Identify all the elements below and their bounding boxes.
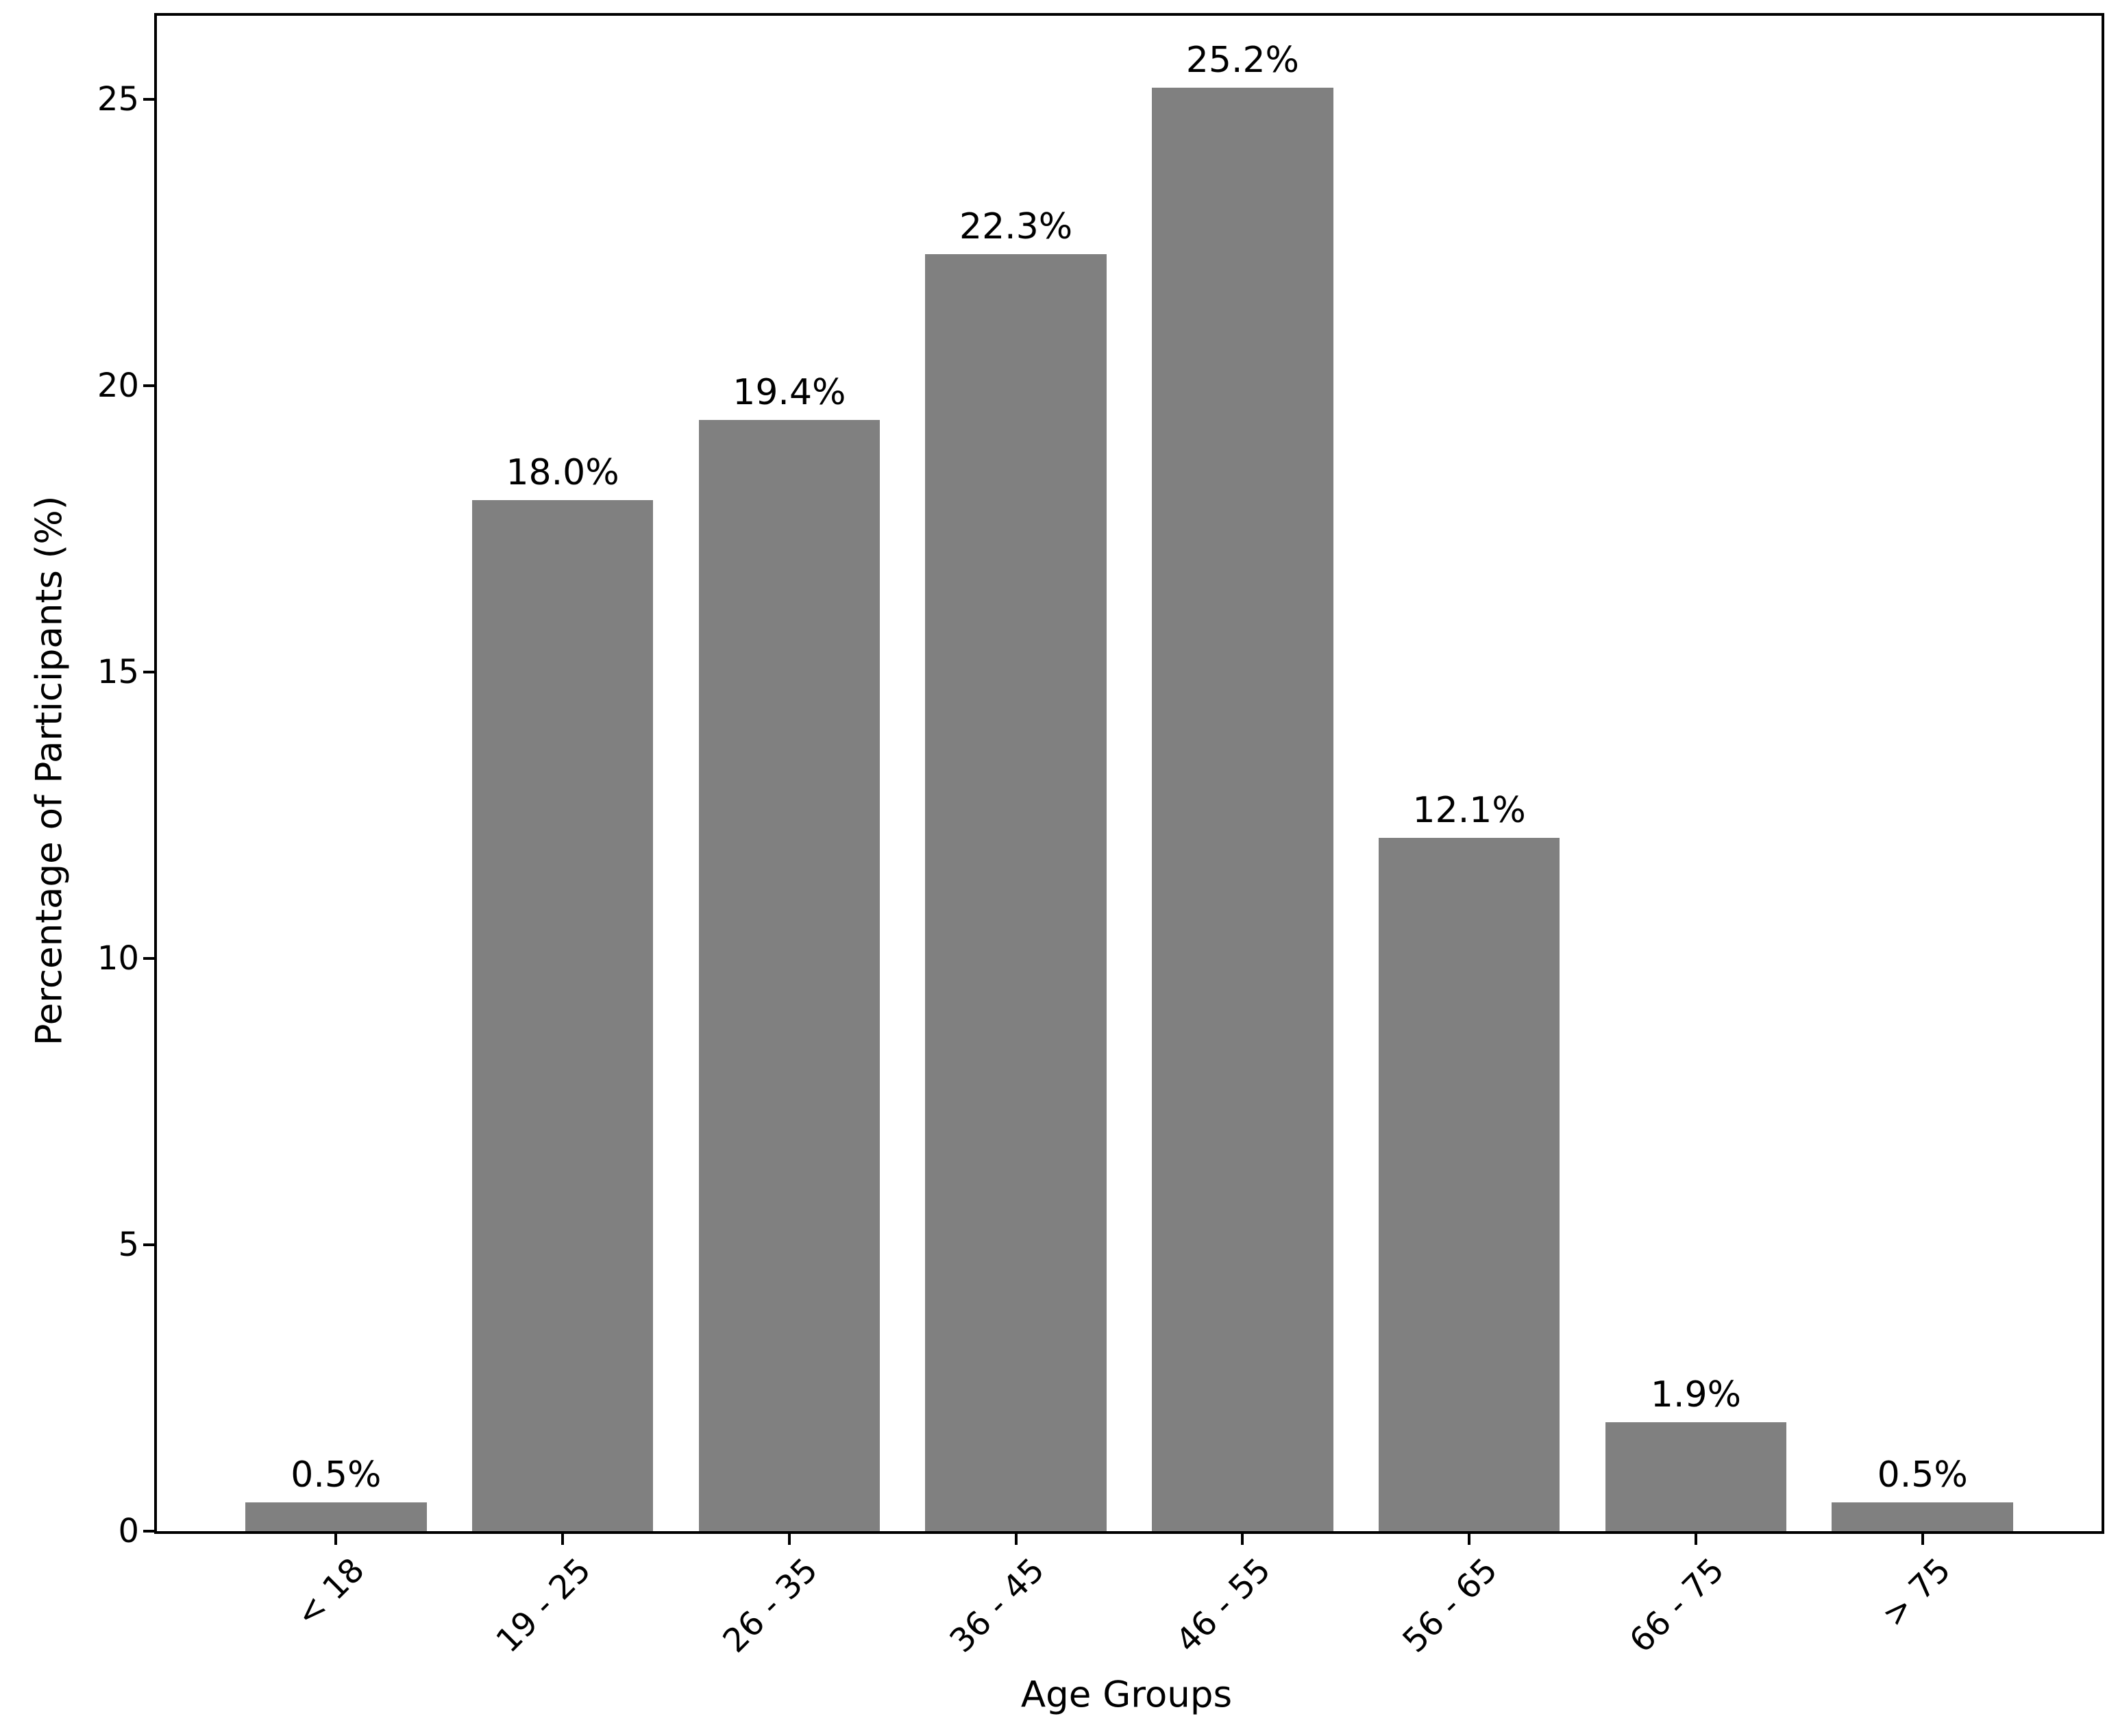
y-tick-label: 10 xyxy=(97,939,139,978)
x-tick-label: 36 - 45 xyxy=(941,1550,1052,1661)
y-tick-mark xyxy=(143,1530,154,1533)
bar xyxy=(1832,1502,2013,1531)
y-tick-label: 25 xyxy=(97,80,139,119)
bar xyxy=(698,420,881,1531)
x-tick-label: > 75 xyxy=(1874,1550,1958,1635)
bar xyxy=(471,500,654,1531)
bar-value-label: 0.5% xyxy=(291,1454,382,1496)
x-tick-label: 46 - 55 xyxy=(1168,1550,1279,1661)
x-tick-mark xyxy=(1014,1534,1018,1545)
y-tick-mark xyxy=(143,98,154,101)
bar-value-label: 25.2% xyxy=(1185,40,1299,82)
y-tick-mark xyxy=(143,384,154,388)
x-axis-title: Age Groups xyxy=(1020,1674,1233,1716)
x-tick-mark xyxy=(787,1534,791,1545)
x-tick-mark xyxy=(334,1534,338,1545)
bar-value-label: 1.9% xyxy=(1650,1374,1741,1416)
x-tick-mark xyxy=(1468,1534,1471,1545)
bar-value-label: 19.4% xyxy=(732,372,846,414)
bar xyxy=(1378,838,1560,1531)
x-tick-mark xyxy=(1921,1534,1924,1545)
x-tick-label: 66 - 75 xyxy=(1622,1550,1732,1661)
y-axis-title: Percentage of Participants (%) xyxy=(28,495,71,1046)
y-tick-mark xyxy=(143,1243,154,1246)
x-tick-label: 56 - 65 xyxy=(1395,1550,1505,1661)
y-tick-label: 5 xyxy=(118,1226,139,1264)
y-tick-mark xyxy=(143,957,154,960)
y-tick-label: 0 xyxy=(118,1512,139,1550)
y-tick-label: 15 xyxy=(97,653,139,692)
y-tick-mark xyxy=(143,671,154,674)
bar-value-label: 0.5% xyxy=(1877,1454,1968,1496)
y-tick-label: 20 xyxy=(97,367,139,406)
bar-value-label: 22.3% xyxy=(959,206,1073,247)
bar-value-label: 12.1% xyxy=(1412,790,1526,832)
x-tick-label: < 18 xyxy=(288,1550,372,1635)
x-tick-label: 26 - 35 xyxy=(715,1550,826,1661)
bar xyxy=(1605,1422,1787,1531)
bar-value-label: 18.0% xyxy=(506,452,619,494)
x-tick-label: 19 - 25 xyxy=(489,1550,599,1661)
x-tick-mark xyxy=(1694,1534,1697,1545)
x-tick-mark xyxy=(561,1534,565,1545)
x-tick-mark xyxy=(1241,1534,1244,1545)
plot-area: 0 5 10 15 20 25 0.5% < 18 18.0% 19 - 25 19.4% 26 - … xyxy=(97,13,2104,1660)
bar xyxy=(245,1502,427,1531)
bar xyxy=(1152,88,1333,1531)
bar xyxy=(925,253,1107,1531)
